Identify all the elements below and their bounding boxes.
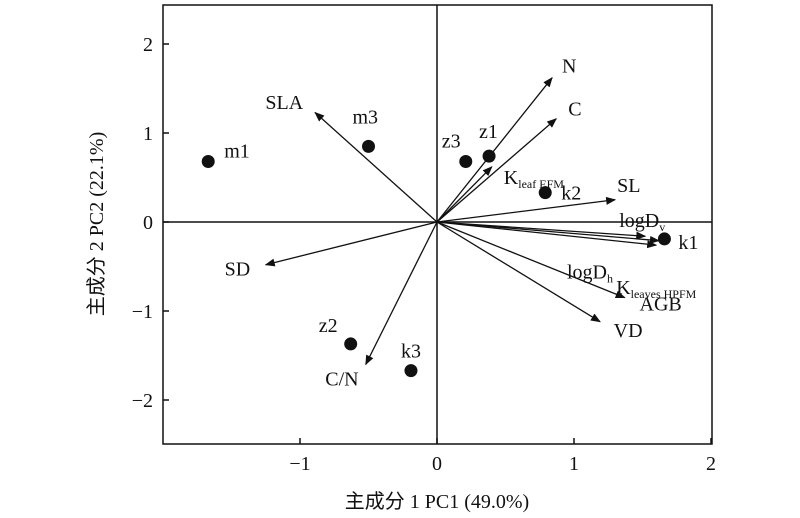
sample-label: z1 xyxy=(479,121,498,143)
y-axis-title: 主成分 2 PC2 (22.1%) xyxy=(85,132,108,316)
sample-label: k3 xyxy=(401,341,421,363)
loading-arrow xyxy=(436,196,617,223)
loading-label-main: SL xyxy=(617,175,640,197)
sample-point xyxy=(344,337,358,351)
loading-arrow xyxy=(436,221,601,323)
loading-label: SD xyxy=(225,259,251,281)
loading-label-main: SD xyxy=(225,259,251,281)
loading-label: VD xyxy=(614,320,643,342)
y-tick-label: 2 xyxy=(143,34,153,56)
loading-label-main: SLA xyxy=(265,92,303,114)
sample-point xyxy=(201,154,215,168)
loading-label-sub: h xyxy=(607,272,613,286)
sample-label: m3 xyxy=(353,106,379,128)
sample-label: k1 xyxy=(678,232,698,254)
loading-label: C xyxy=(568,98,581,120)
loading-label-sub: v xyxy=(659,220,665,234)
loading-arrow xyxy=(314,111,438,223)
loading-label: Kleaf EFM xyxy=(504,167,564,191)
x-tick-label: −1 xyxy=(289,453,310,475)
loading-label-sub: leaf EFM xyxy=(518,177,564,191)
loading-arrow xyxy=(436,118,557,223)
loading-label: SLA xyxy=(265,92,303,114)
sample-point xyxy=(362,139,375,153)
loading-label-main: VD xyxy=(614,320,643,342)
loading-label: SL xyxy=(617,175,640,197)
loading-arrow xyxy=(436,221,660,244)
sample-point xyxy=(459,154,473,168)
x-tick-label: 2 xyxy=(706,453,716,475)
loading-label: AGB xyxy=(640,294,682,316)
loading-arrow xyxy=(436,221,626,299)
sample-label: z3 xyxy=(442,130,461,152)
loading-label-main: C xyxy=(568,98,581,120)
x-tick-label: 0 xyxy=(432,453,442,475)
y-axis-ticks: −2 −1 0 1 2 xyxy=(132,34,169,412)
loading-label-main: logD xyxy=(567,262,607,284)
loading-label-main: N xyxy=(562,55,576,77)
sample-point xyxy=(538,186,552,200)
sample-point xyxy=(657,232,671,246)
loading-arrow xyxy=(436,77,553,223)
loading-label-main: K xyxy=(616,277,631,299)
loading-arrow xyxy=(365,221,438,366)
x-tick-label: 1 xyxy=(569,453,579,475)
loading-label: logDh xyxy=(567,262,613,286)
loading-label-main: C/N xyxy=(325,369,358,391)
y-tick-label: −2 xyxy=(132,390,153,412)
sample-label: m1 xyxy=(224,140,250,162)
loading-arrow xyxy=(264,221,438,267)
loading-label-sub: leaves HPFM xyxy=(631,287,697,301)
y-tick-label: 0 xyxy=(143,212,153,234)
loading-label: C/N xyxy=(325,369,358,391)
loading-label: N xyxy=(562,55,576,77)
sample-points: m1 m3 z3 z1 k2 k1 z2 k3 xyxy=(201,106,698,378)
y-tick-label: 1 xyxy=(143,123,153,145)
y-tick-label: −1 xyxy=(132,301,153,323)
sample-point xyxy=(404,364,418,378)
x-axis-title: 主成分 1 PC1 (49.0%) xyxy=(345,490,529,513)
loading-label: logDv xyxy=(619,210,665,234)
loading-arrow xyxy=(436,221,658,249)
loading-label-main: K xyxy=(504,167,519,189)
loading-label-main: logD xyxy=(619,210,659,232)
sample-point xyxy=(482,149,496,163)
x-axis-ticks: −1 0 1 2 xyxy=(289,438,716,475)
sample-label: k2 xyxy=(561,183,581,205)
loading-arrow xyxy=(436,166,493,223)
sample-label: z2 xyxy=(319,315,338,337)
loading-label-main: AGB xyxy=(640,294,682,316)
